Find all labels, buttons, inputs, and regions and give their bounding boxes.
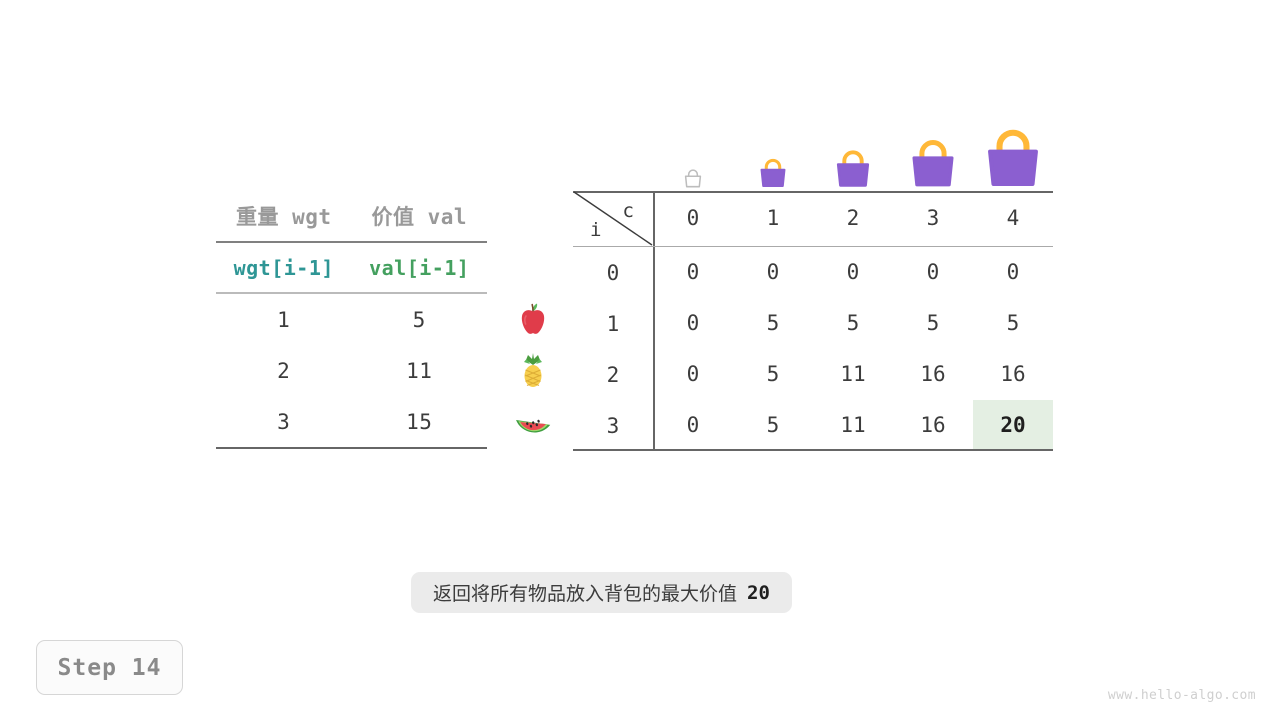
dp-table-bottom-border (573, 449, 1053, 451)
dp-cell-3-4-highlighted: 20 (973, 400, 1053, 451)
dp-cell-0-0: 0 (686, 260, 700, 284)
dp-cell-0-1: 0 (766, 260, 780, 284)
dp-cell-3-0: 0 (686, 413, 700, 437)
dp-row-header-1: 1 (606, 311, 620, 336)
dp-corner-col-label: c (622, 200, 634, 222)
dp-cell-1-1: 5 (766, 311, 780, 335)
dp-cell-3-1: 5 (766, 413, 780, 437)
dp-cell-2-4: 16 (1000, 362, 1026, 386)
items-table-row: 3 15 (216, 396, 487, 449)
dp-cell-0-2: 0 (846, 260, 860, 284)
fruit-slot (505, 345, 561, 396)
bag-slot-1 (733, 157, 813, 188)
caption-value: 20 (747, 581, 770, 604)
dp-table-row: 3 0 5 11 16 20 (573, 400, 1053, 451)
dp-table-row: 1 0 5 5 5 5 (573, 298, 1053, 349)
dp-cell-2-2: 11 (840, 362, 866, 386)
dp-row-header-2: 2 (606, 362, 620, 387)
dp-cell-1-3: 5 (926, 311, 940, 335)
bag-icon-capacity-3 (912, 140, 954, 187)
dp-col-header-2: 2 (846, 206, 860, 230)
items-table-subheader-row: wgt[i-1] val[i-1] (216, 243, 487, 294)
dp-cell-2-3: 16 (920, 362, 946, 386)
step-badge: Step 14 (36, 640, 183, 695)
dp-corner-cell: c i (573, 191, 653, 246)
bag-icon-capacity-0 (684, 169, 702, 188)
dp-cell-3-3: 16 (920, 413, 946, 437)
items-subheader-wgt-expr: wgt[i-1] (233, 255, 334, 280)
items-table: 重量 wgt 价值 val wgt[i-1] val[i-1] 1 5 2 11… (216, 190, 487, 449)
fruit-icon-column (505, 294, 561, 447)
items-table-row: 1 5 (216, 294, 487, 345)
item-value-3: 15 (406, 409, 433, 434)
dp-row-header-0: 0 (606, 260, 620, 285)
bag-slot-4 (973, 126, 1053, 188)
items-subheader-val-expr: val[i-1] (369, 255, 470, 280)
item-weight-2: 2 (277, 358, 291, 383)
dp-col-header-4: 4 (1006, 206, 1020, 230)
items-table-row: 2 11 (216, 345, 487, 396)
pineapple-icon (524, 352, 542, 387)
dp-cell-3-2: 11 (840, 413, 866, 437)
dp-cell-2-0: 0 (686, 362, 700, 386)
dp-cell-0-4: 0 (1006, 260, 1020, 284)
dp-corner-row-label: i (590, 219, 602, 241)
dp-col-header-3: 3 (926, 206, 940, 230)
dp-col-header-0: 0 (686, 206, 700, 230)
watermark: www.hello-algo.com (1107, 688, 1256, 703)
item-value-1: 5 (412, 307, 426, 332)
diagonal-divider-icon (573, 191, 653, 246)
step-label: Step 14 (57, 654, 162, 681)
fruit-slot (505, 396, 561, 447)
dp-header-row: c i 0 1 2 3 4 (573, 191, 1053, 247)
apple-icon (521, 303, 545, 334)
bag-slot-3 (893, 137, 973, 188)
dp-cell-1-4: 5 (1006, 311, 1020, 335)
dp-table-row: 0 0 0 0 0 0 (573, 247, 1053, 298)
bag-slot-2 (813, 148, 893, 188)
dp-cell-1-2: 5 (846, 311, 860, 335)
caption-text: 返回将所有物品放入背包的最大价值 (433, 583, 738, 605)
dp-table-top-border (573, 191, 1053, 193)
dp-cell-0-3: 0 (926, 260, 940, 284)
item-weight-3: 3 (277, 409, 291, 434)
bag-icon-capacity-1 (760, 158, 786, 187)
bag-icon-capacity-2 (836, 150, 870, 187)
items-table-header-row: 重量 wgt 价值 val (216, 190, 487, 243)
bag-slot-0 (653, 168, 733, 188)
bag-icon-row (653, 124, 1053, 188)
dp-table-row: 2 0 5 11 16 16 (573, 349, 1053, 400)
dp-cell-2-1: 5 (766, 362, 780, 386)
dp-table: c i 0 1 2 3 4 0 0 0 0 0 0 1 0 5 5 5 5 2 … (573, 191, 1053, 451)
item-value-2: 11 (406, 358, 433, 383)
fruit-slot (505, 294, 561, 345)
watermelon-icon (516, 419, 551, 432)
dp-col-header-1: 1 (766, 206, 780, 230)
dp-table-vertical-divider (653, 191, 655, 451)
items-header-value: 价值 val (371, 204, 468, 229)
caption-banner: 返回将所有物品放入背包的最大价值 20 (411, 572, 792, 613)
dp-row-header-3: 3 (606, 413, 620, 438)
bag-icon-capacity-4 (988, 129, 1038, 186)
dp-cell-1-0: 0 (686, 311, 700, 335)
item-weight-1: 1 (277, 307, 291, 332)
items-header-weight: 重量 wgt (235, 204, 332, 229)
